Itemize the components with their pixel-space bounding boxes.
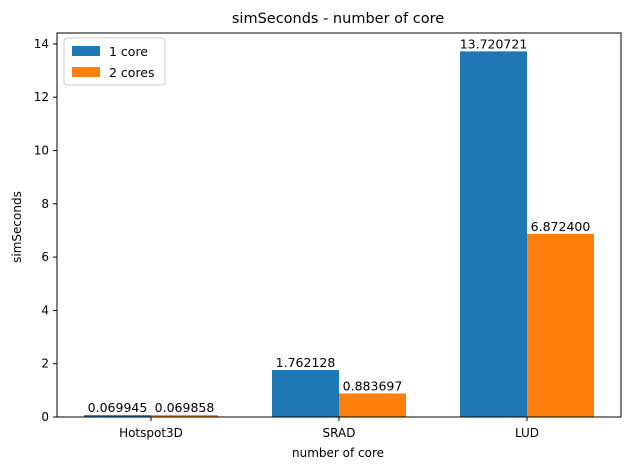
bar-lud-2 bbox=[527, 233, 594, 417]
y-tick-label: 4 bbox=[41, 303, 49, 317]
bar-srad-1 bbox=[272, 370, 339, 417]
y-tick-label: 0 bbox=[41, 410, 49, 424]
data-label: 0.069945 bbox=[88, 400, 148, 415]
bar-hotspot3d-2 bbox=[151, 415, 218, 417]
chart-title: simSeconds - number of core bbox=[232, 11, 444, 27]
y-tick-label: 8 bbox=[41, 197, 49, 211]
data-label: 0.069858 bbox=[155, 400, 215, 415]
bar-hotspot3d-1 bbox=[84, 415, 151, 417]
y-tick-label: 2 bbox=[41, 357, 49, 371]
y-tick-label: 6 bbox=[41, 250, 49, 264]
y-tick-label: 12 bbox=[34, 90, 49, 104]
x-tick-label: Hotspot3D bbox=[119, 426, 183, 440]
legend-swatch bbox=[72, 46, 100, 56]
bar-srad-2 bbox=[339, 393, 406, 417]
data-label: 1.762128 bbox=[276, 355, 336, 370]
x-tick-label: SRAD bbox=[323, 426, 356, 440]
y-tick-label: 10 bbox=[34, 144, 49, 158]
data-label: 13.720721 bbox=[460, 36, 528, 51]
bar-lud-1 bbox=[460, 51, 527, 418]
legend-swatch bbox=[72, 67, 100, 77]
x-axis-label: number of core bbox=[292, 446, 384, 460]
legend: 1 core 2 cores bbox=[63, 37, 166, 86]
data-label: 6.872400 bbox=[531, 219, 591, 234]
x-tick-label: LUD bbox=[515, 426, 539, 440]
plot-area: 0.069945 1.762128 13.720721 0.069858 0.88369… bbox=[34, 32, 622, 440]
legend-label: 1 core bbox=[109, 44, 148, 59]
y-axis-label: simSeconds bbox=[10, 191, 24, 263]
data-label: 0.883697 bbox=[343, 378, 403, 393]
y-tick-label: 14 bbox=[34, 37, 49, 51]
legend-label: 2 cores bbox=[109, 65, 155, 80]
